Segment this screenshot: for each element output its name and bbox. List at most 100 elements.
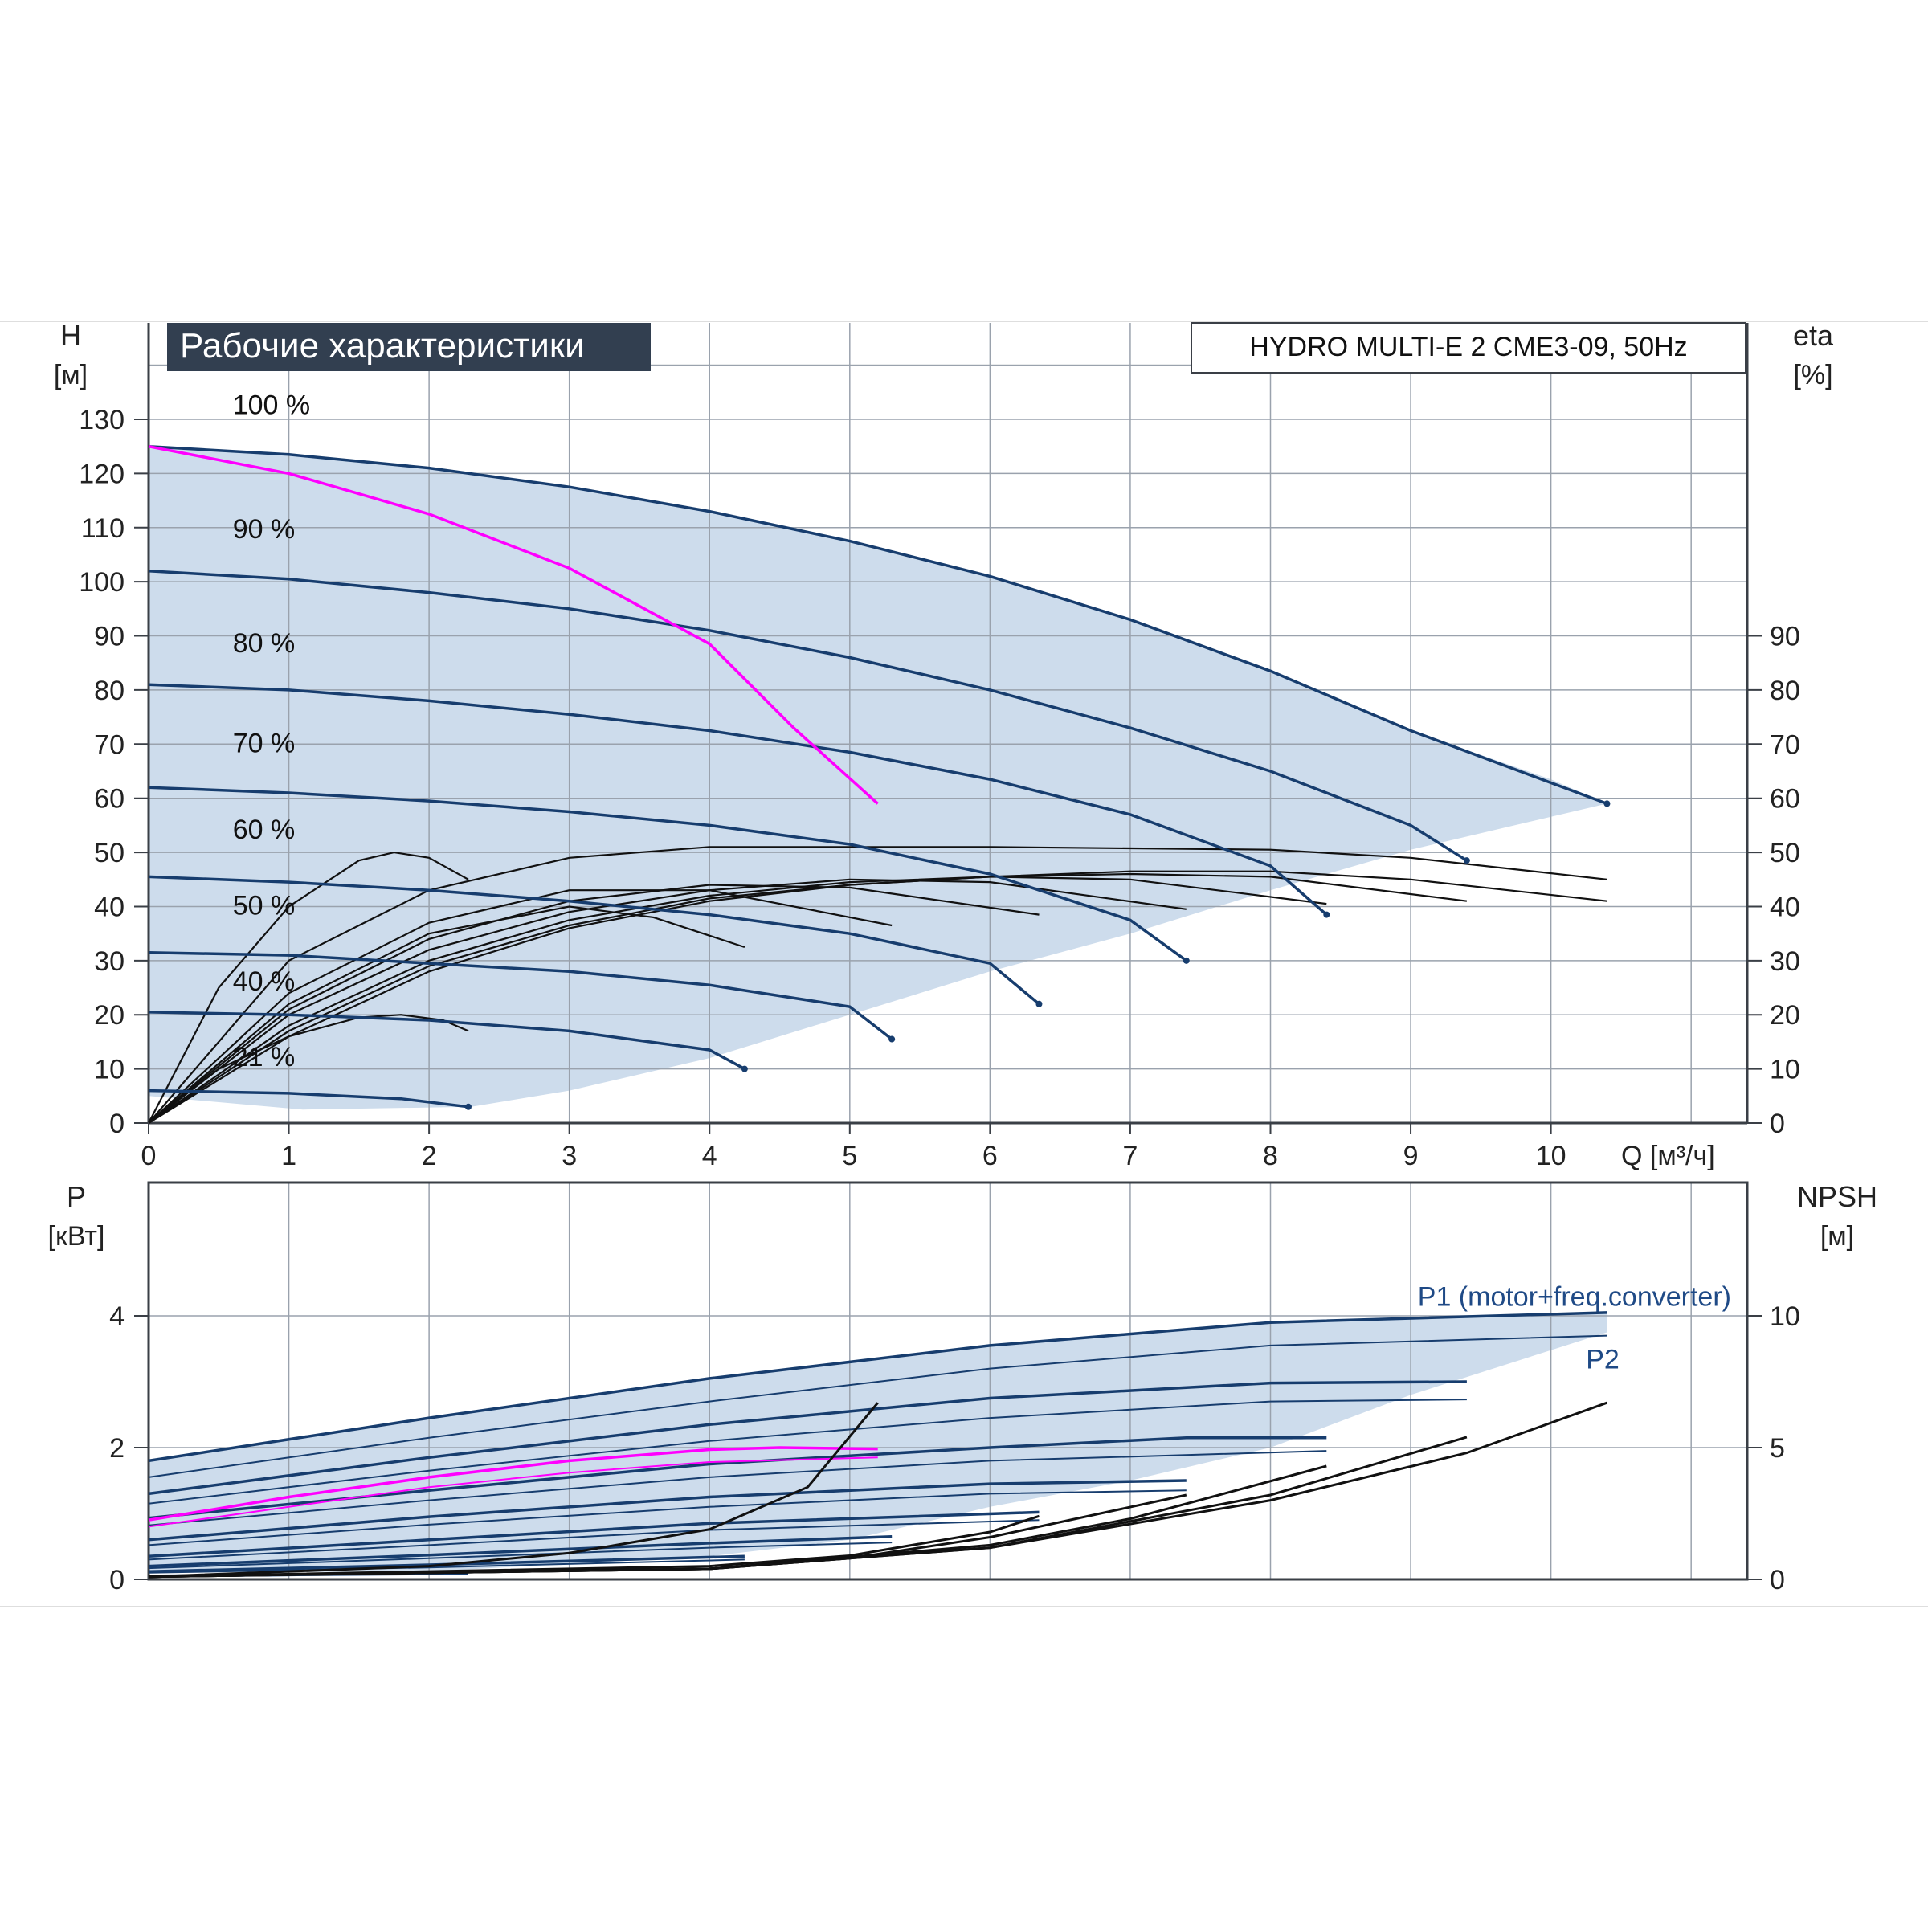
y-tick-label: 4	[109, 1301, 125, 1332]
x-tick-label: 4	[702, 1141, 717, 1171]
y2-tick-label: 10	[1770, 1055, 1800, 1085]
p2-curve	[148, 1519, 1040, 1561]
y2-tick-label: 10	[1770, 1301, 1800, 1332]
x-axis-label: Q [м³/ч]	[1621, 1141, 1715, 1171]
p1-curve	[148, 1311, 1607, 1463]
y2-tick-label: 5	[1770, 1433, 1785, 1464]
efficiency-curve	[148, 876, 1327, 1124]
y2-tick-label: 80	[1770, 676, 1800, 706]
x-tick-label: 10	[1536, 1141, 1566, 1171]
x-tick-label: 7	[1122, 1141, 1138, 1171]
p1-curve	[148, 1534, 893, 1568]
model-box	[1191, 322, 1746, 374]
title-box	[167, 323, 651, 371]
speed-curve-end	[1323, 911, 1330, 918]
y-tick-label: 20	[94, 1000, 125, 1031]
y-axis-unit: [кВт]	[48, 1221, 105, 1252]
npsh-curve	[148, 1514, 1040, 1579]
speed-label: 70 %	[233, 728, 296, 758]
duty-power-curve-p2	[148, 1456, 878, 1528]
y2-tick-label: 40	[1770, 892, 1800, 922]
speed-curve	[148, 569, 1468, 862]
y-tick-label: 70	[94, 729, 125, 760]
efficiency-curve	[148, 870, 1607, 1124]
x-tick-label: 3	[562, 1141, 577, 1171]
speed-curve	[148, 1089, 469, 1109]
x-tick-label: 6	[982, 1141, 998, 1171]
power-envelope	[149, 1312, 1607, 1573]
speed-curve-end	[1035, 1000, 1043, 1007]
y-tick-label: 30	[94, 946, 125, 977]
y2-tick-label: 0	[1770, 1565, 1785, 1595]
speed-label: 80 %	[233, 628, 296, 659]
y2-axis-unit: [%]	[1793, 360, 1832, 390]
y-tick-label: 80	[94, 676, 125, 706]
series-label: P2	[1586, 1344, 1620, 1374]
p2-curve	[148, 1399, 1467, 1505]
p2-curve	[148, 1334, 1607, 1478]
speed-label: 60 %	[233, 815, 296, 845]
y2-axis-unit: [м]	[1820, 1221, 1854, 1252]
y2-axis-label: eta	[1793, 319, 1834, 352]
p2-curve	[148, 1450, 1327, 1526]
y-tick-label: 110	[81, 513, 125, 544]
y-tick-label: 130	[79, 405, 125, 435]
y-tick-label: 50	[94, 838, 125, 868]
speed-curve-end	[1603, 800, 1611, 807]
speed-curve	[148, 786, 1187, 962]
duty-power-curve	[148, 1446, 878, 1522]
y-tick-label: 40	[94, 892, 125, 922]
p1-curve	[148, 1436, 1327, 1520]
speed-curve	[148, 950, 893, 1040]
speed-curve-end	[1463, 857, 1470, 864]
operating-envelope	[149, 446, 1607, 1110]
y2-tick-label: 0	[1770, 1109, 1785, 1139]
x-tick-label: 2	[422, 1141, 437, 1171]
y2-tick-label: 20	[1770, 1000, 1800, 1031]
duty-curve	[148, 444, 879, 805]
y-axis-unit: [м]	[54, 360, 88, 390]
speed-curve	[148, 683, 1328, 916]
npsh-curve	[148, 1401, 1607, 1579]
y-tick-label: 0	[109, 1565, 125, 1595]
y-tick-label: 10	[94, 1055, 125, 1085]
speed-label: 100 %	[233, 390, 310, 420]
efficiency-curve	[148, 851, 469, 1124]
model-label: HYDRO MULTI-E 2 CME3-09, 50Hz	[1249, 332, 1687, 362]
y2-tick-label: 60	[1770, 784, 1800, 815]
y-axis-label: H	[60, 319, 81, 352]
speed-curve	[148, 444, 1608, 806]
efficiency-curve	[148, 872, 1468, 1124]
npsh-curve	[148, 1402, 879, 1579]
power-chart: 0 2 4 0 5 10 P [кВт] NPSH [м] P1 (motor+freq.conve…	[48, 1180, 1877, 1595]
power-frame	[147, 1181, 1749, 1581]
p1-curve	[148, 1479, 1187, 1542]
speed-curve	[148, 1011, 745, 1071]
series-label: P1 (motor+freq.converter)	[1418, 1281, 1731, 1312]
y-tick-label: 2	[109, 1433, 125, 1464]
y-tick-label: 60	[94, 784, 125, 815]
p2-curve	[148, 1489, 1187, 1546]
y2-tick-label: 70	[1770, 729, 1800, 760]
speed-label: 40 %	[233, 966, 296, 997]
speed-label: 90 %	[233, 514, 296, 545]
p1-curve	[148, 1510, 1040, 1558]
y2-tick-label: 50	[1770, 838, 1800, 868]
chart-title: Рабочие характеристики	[180, 326, 585, 366]
speed-label: 21 %	[233, 1042, 296, 1072]
x-tick-label: 9	[1403, 1141, 1419, 1171]
efficiency-curve	[148, 846, 1607, 1124]
speed-curve	[148, 875, 1040, 1006]
efficiency-curve	[148, 878, 1187, 1124]
y-tick-label: 100	[79, 567, 125, 598]
speed-curve-end	[465, 1103, 472, 1110]
y-tick-label: 120	[79, 459, 125, 489]
x-tick-label: 8	[1263, 1141, 1278, 1171]
x-tick-label: 1	[281, 1141, 296, 1171]
y2-axis-label: NPSH	[1797, 1180, 1877, 1213]
speed-curve-end	[1183, 957, 1190, 964]
speed-curve-end	[741, 1065, 748, 1072]
y2-tick-label: 30	[1770, 946, 1800, 977]
